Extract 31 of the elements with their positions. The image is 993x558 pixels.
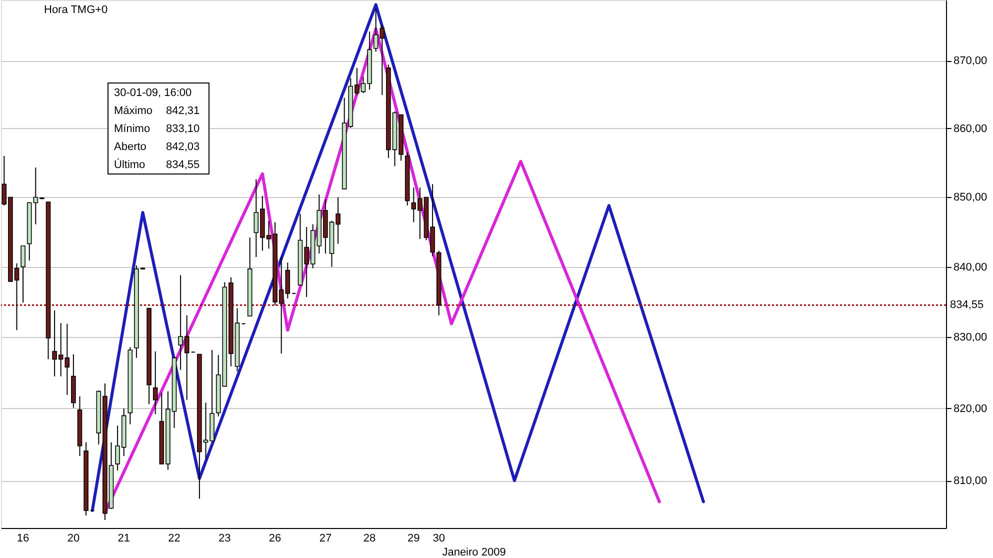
x-tick-label: 16 [16, 532, 30, 544]
annotation: 833,10 [166, 123, 200, 135]
annotation: Máximo [114, 105, 153, 117]
x-tick-label: 21 [118, 532, 130, 544]
x-tick-label: 29 [408, 532, 420, 544]
annotation: 834,55 [166, 159, 200, 171]
y-tick-label: 840,00 [954, 261, 988, 274]
ref-line-label: 834,55 [950, 299, 984, 312]
x-axis-title: Janeiro 2009 [442, 546, 506, 558]
y-tick-label: 870,00 [954, 55, 988, 68]
x-tick-label: 28 [363, 532, 376, 544]
x-tick-label: 23 [218, 532, 231, 544]
x-tick-label: 26 [268, 532, 282, 544]
annotation: Último [114, 158, 146, 171]
annotation: Aberto [114, 141, 146, 153]
x-tick-label: 20 [67, 532, 80, 544]
annotation: 30-01-09, 16:00 [114, 87, 192, 99]
y-tick-label: 810,00 [954, 475, 988, 488]
annotation: 842,31 [166, 105, 200, 117]
chart-title: Hora TMG+0 [44, 4, 108, 16]
annotation: Mínimo [114, 123, 150, 135]
candlestick [152, 350, 158, 415]
annotation: 842,03 [166, 141, 200, 153]
x-tick-label: 27 [319, 532, 332, 544]
y-tick-label: 830,00 [954, 332, 988, 344]
x-tick-label: 30 [432, 532, 445, 544]
y-tick-label: 860,00 [954, 122, 988, 135]
y-tick-label: 820,00 [954, 402, 988, 415]
y-tick-label: 850,00 [954, 192, 988, 204]
candlestick [20, 245, 26, 304]
x-tick-label: 22 [168, 532, 180, 544]
